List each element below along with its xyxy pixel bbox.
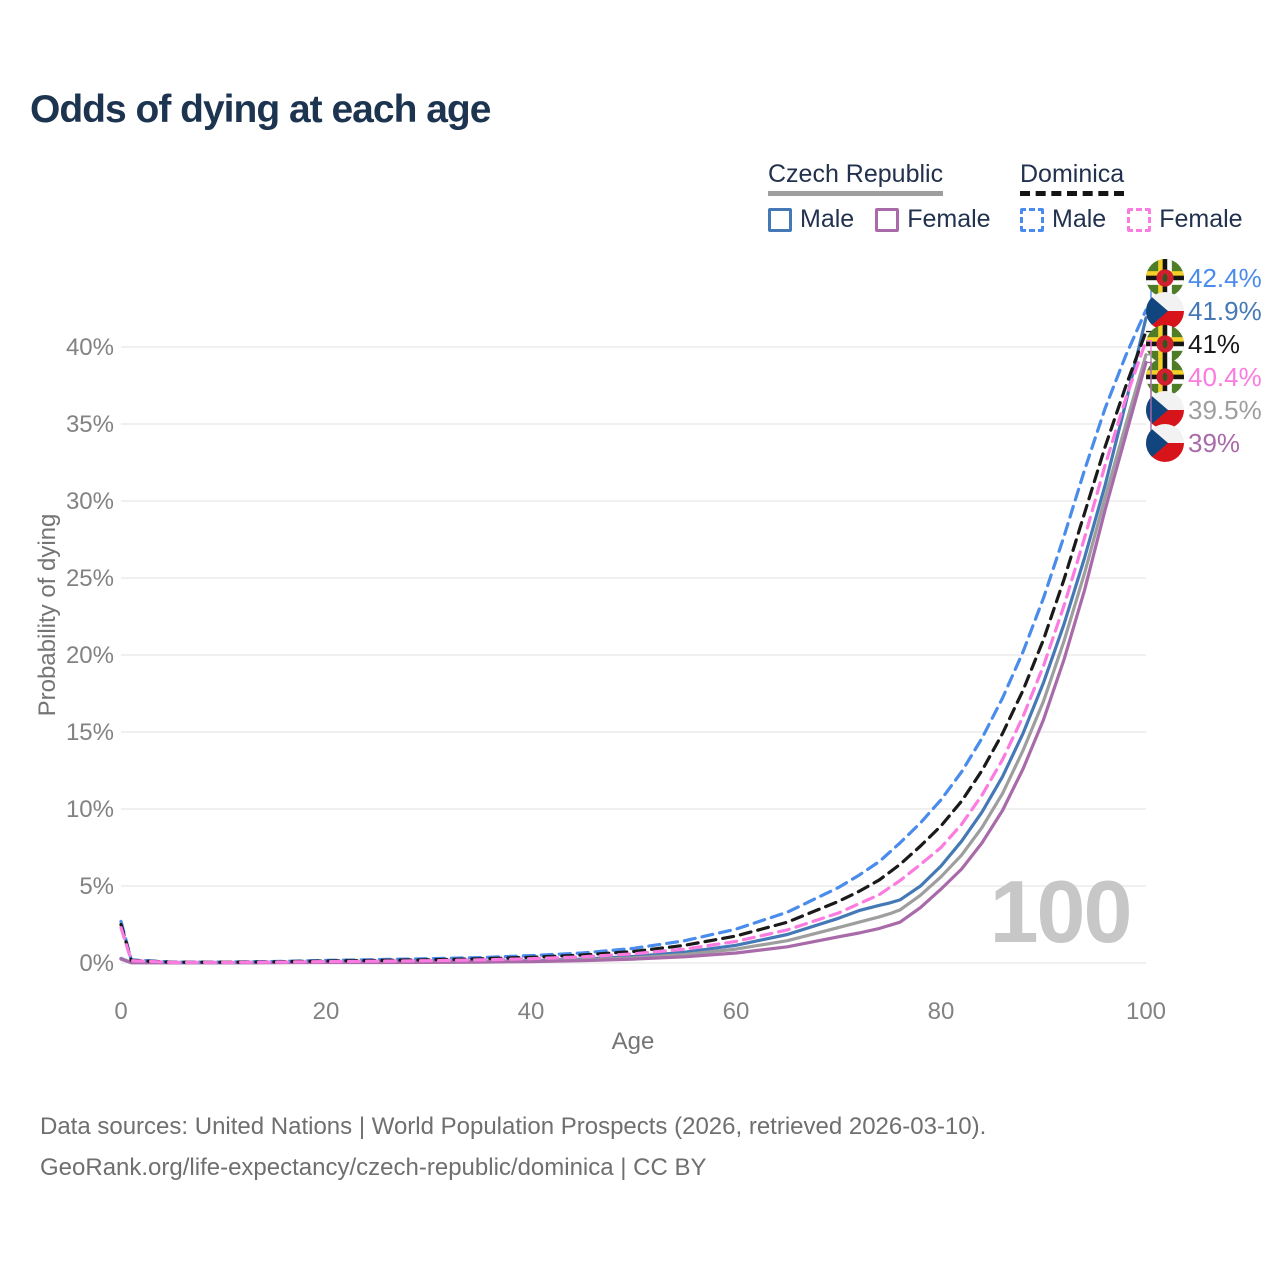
end-value-label: 41.9% [1188, 296, 1262, 326]
end-value-label: 41% [1188, 329, 1240, 359]
legend-label-czech-female: Female [907, 205, 991, 233]
legend-header-dominica: Dominica [1020, 160, 1125, 196]
x-tick-label: 20 [313, 998, 340, 1025]
x-tick-label: 80 [928, 998, 955, 1025]
dominica-female-swatch [1127, 207, 1152, 232]
age-watermark: 100 [989, 862, 1133, 961]
legend-label-czech-male: Male [800, 205, 855, 233]
y-tick-label: 40% [66, 334, 114, 361]
legend-item-dominica-male[interactable]: Male [1020, 205, 1106, 234]
y-tick-label: 0% [79, 950, 114, 977]
x-tick-label: 0 [114, 998, 127, 1025]
end-value-label: 42.4% [1188, 263, 1262, 293]
y-tick-label: 30% [66, 488, 114, 515]
end-value-label: 39% [1188, 428, 1240, 458]
dominica-flag-icon [1146, 358, 1184, 396]
legend-item-dominica-female[interactable]: Female [1127, 205, 1243, 234]
end-value-label: 39.5% [1188, 395, 1262, 425]
legend-item-czech-male[interactable]: Male [768, 205, 854, 234]
legend-row-czech: Male Female [768, 205, 1012, 234]
series-line-dominica-female [119, 339, 1148, 964]
legend-group-czech-republic: Czech Republic Male Female [768, 160, 1012, 234]
dominica-flag-icon [1146, 325, 1184, 363]
y-axis-title: Probability of dying [34, 513, 61, 717]
czech-flag-icon [1146, 292, 1184, 330]
dominica-male-swatch [1020, 207, 1044, 232]
footer-url: GeoRank.org/life-expectancy/czech-republ… [40, 1154, 707, 1181]
y-tick-label: 5% [79, 873, 114, 900]
x-tick-label: 60 [723, 998, 750, 1025]
x-tick-label: 100 [1126, 998, 1166, 1025]
x-axis-title: Age [611, 1028, 655, 1055]
y-tick-label: 10% [66, 796, 114, 823]
end-value-label: 40.4% [1188, 362, 1262, 392]
legend-label-dominica-male: Male [1052, 205, 1107, 233]
czech-female-swatch [875, 207, 900, 232]
legend-label-dominica-female: Female [1159, 205, 1243, 233]
x-tick-label: 40 [518, 998, 545, 1025]
y-tick-label: 15% [66, 719, 114, 746]
legend-item-czech-female[interactable]: Female [875, 205, 991, 234]
dominica-flag-icon [1146, 259, 1184, 297]
legend-row-dominica: Male Female [1020, 205, 1264, 234]
czech-flag-icon [1146, 424, 1184, 462]
legend-group-dominica: Dominica Male Female [1020, 160, 1264, 234]
chart-title: Odds of dying at each age [30, 88, 491, 131]
y-tick-label: 25% [66, 565, 114, 592]
czech-male-swatch [768, 207, 792, 232]
y-tick-label: 35% [66, 411, 114, 438]
footer: Data sources: United Nations | World Pop… [40, 1106, 986, 1188]
y-tick-label: 20% [66, 642, 114, 669]
footer-sources: Data sources: United Nations | World Pop… [40, 1113, 987, 1140]
legend-header-czech-republic: Czech Republic [768, 160, 944, 196]
